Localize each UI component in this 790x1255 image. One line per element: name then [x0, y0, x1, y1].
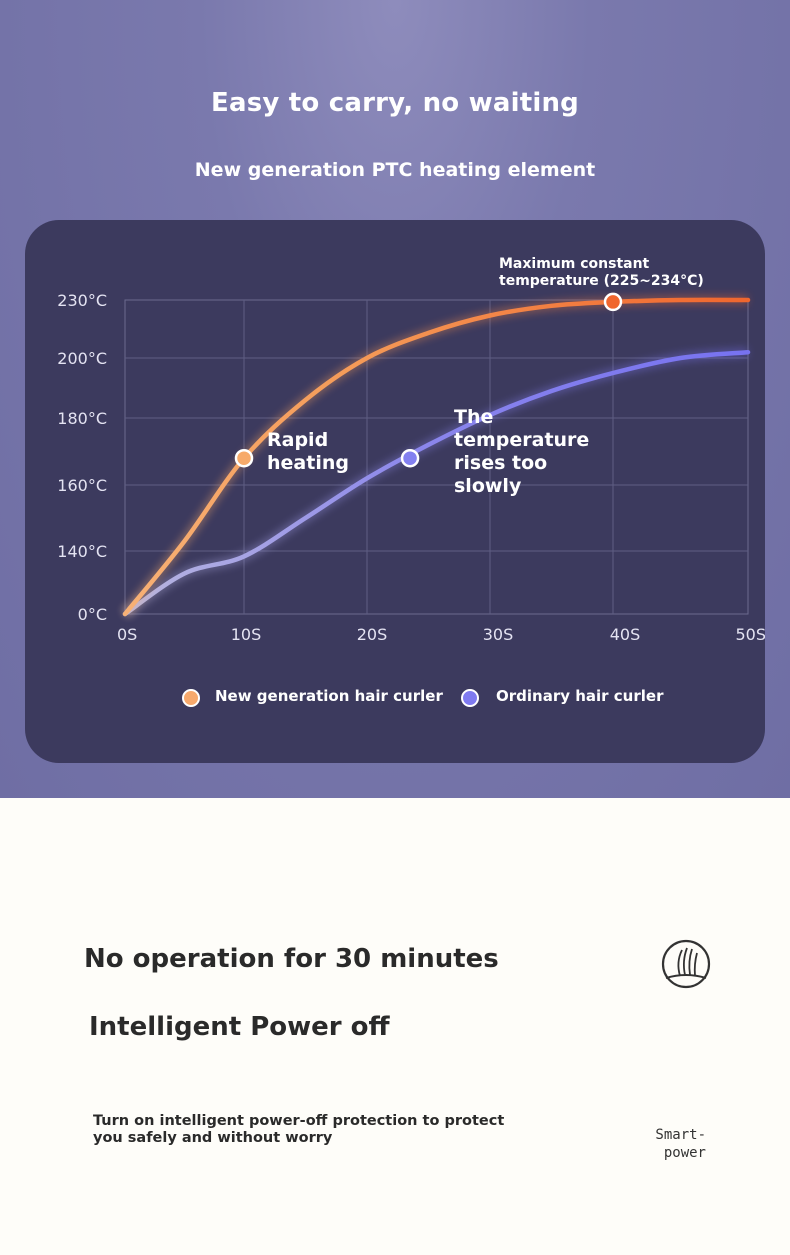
- heating-section: Easy to carry, no waiting New generation…: [0, 0, 790, 798]
- y-tick-label: 0°C: [78, 605, 107, 624]
- caption-line-1: Smart-: [655, 1127, 706, 1143]
- x-tick-label: 30S: [483, 625, 514, 644]
- y-tick-label: 160°C: [57, 476, 107, 495]
- axis-ticks: 0S 10S 20S 30S 40S 50S 0°C 140°C 160°C 180°C 200°C…: [57, 291, 765, 644]
- annotation-slow-rise: The temperature rises too slowly: [454, 406, 596, 497]
- x-tick-label: 20S: [357, 625, 388, 644]
- power-off-subheading: Intelligent Power off: [89, 1012, 390, 1042]
- x-tick-label: 0S: [117, 625, 137, 644]
- section-subtitle: New generation PTC heating element: [194, 159, 596, 181]
- annotation-peak-temperature: Maximum constant temperature (225~234°C): [499, 256, 704, 289]
- y-tick-label: 230°C: [57, 291, 107, 310]
- legend-label-new: New generation hair curler: [215, 687, 443, 705]
- x-tick-label: 50S: [735, 625, 765, 644]
- y-tick-label: 180°C: [57, 409, 107, 428]
- caption-line-2: power: [663, 1145, 706, 1161]
- power-off-description: Turn on intelligent power-off protection…: [93, 1113, 505, 1146]
- hair-strand-icon: [661, 939, 711, 989]
- power-off-heading: No operation for 30 minutes: [84, 944, 499, 974]
- x-tick-label: 40S: [610, 625, 641, 644]
- marker-peak: [603, 292, 623, 312]
- y-tick-label: 200°C: [57, 349, 107, 368]
- line-new-generation: [122, 297, 751, 617]
- marker-rapid-heating: [234, 448, 254, 468]
- legend-marker-ordinary: [461, 689, 479, 707]
- section-title: Easy to carry, no waiting: [211, 88, 579, 118]
- marker-slow-rise: [400, 448, 420, 468]
- legend-marker-new: [182, 689, 200, 707]
- legend: New generation hair curler Ordinary hair…: [182, 687, 664, 707]
- line-ordinary-glow: [122, 347, 749, 619]
- plot-frame: [124, 299, 749, 615]
- series-markers: [234, 292, 623, 468]
- legend-label-ordinary: Ordinary hair curler: [496, 687, 664, 705]
- power-off-section: No operation for 30 minutes Intelligent …: [0, 798, 790, 1255]
- line-ordinary: [122, 349, 751, 617]
- x-tick-label: 10S: [231, 625, 262, 644]
- temperature-chart: 0S 10S 20S 30S 40S 50S 0°C 140°C 160°C 180°C 200°C…: [57, 256, 765, 707]
- annotation-rapid-heating: Rapid heating: [267, 429, 349, 474]
- smart-power-caption: Smart- power: [640, 1126, 706, 1162]
- series-lines: [121, 294, 751, 619]
- y-tick-label: 140°C: [57, 542, 107, 561]
- chart-panel: 0S 10S 20S 30S 40S 50S 0°C 140°C 160°C 180°C 200°C…: [25, 220, 765, 763]
